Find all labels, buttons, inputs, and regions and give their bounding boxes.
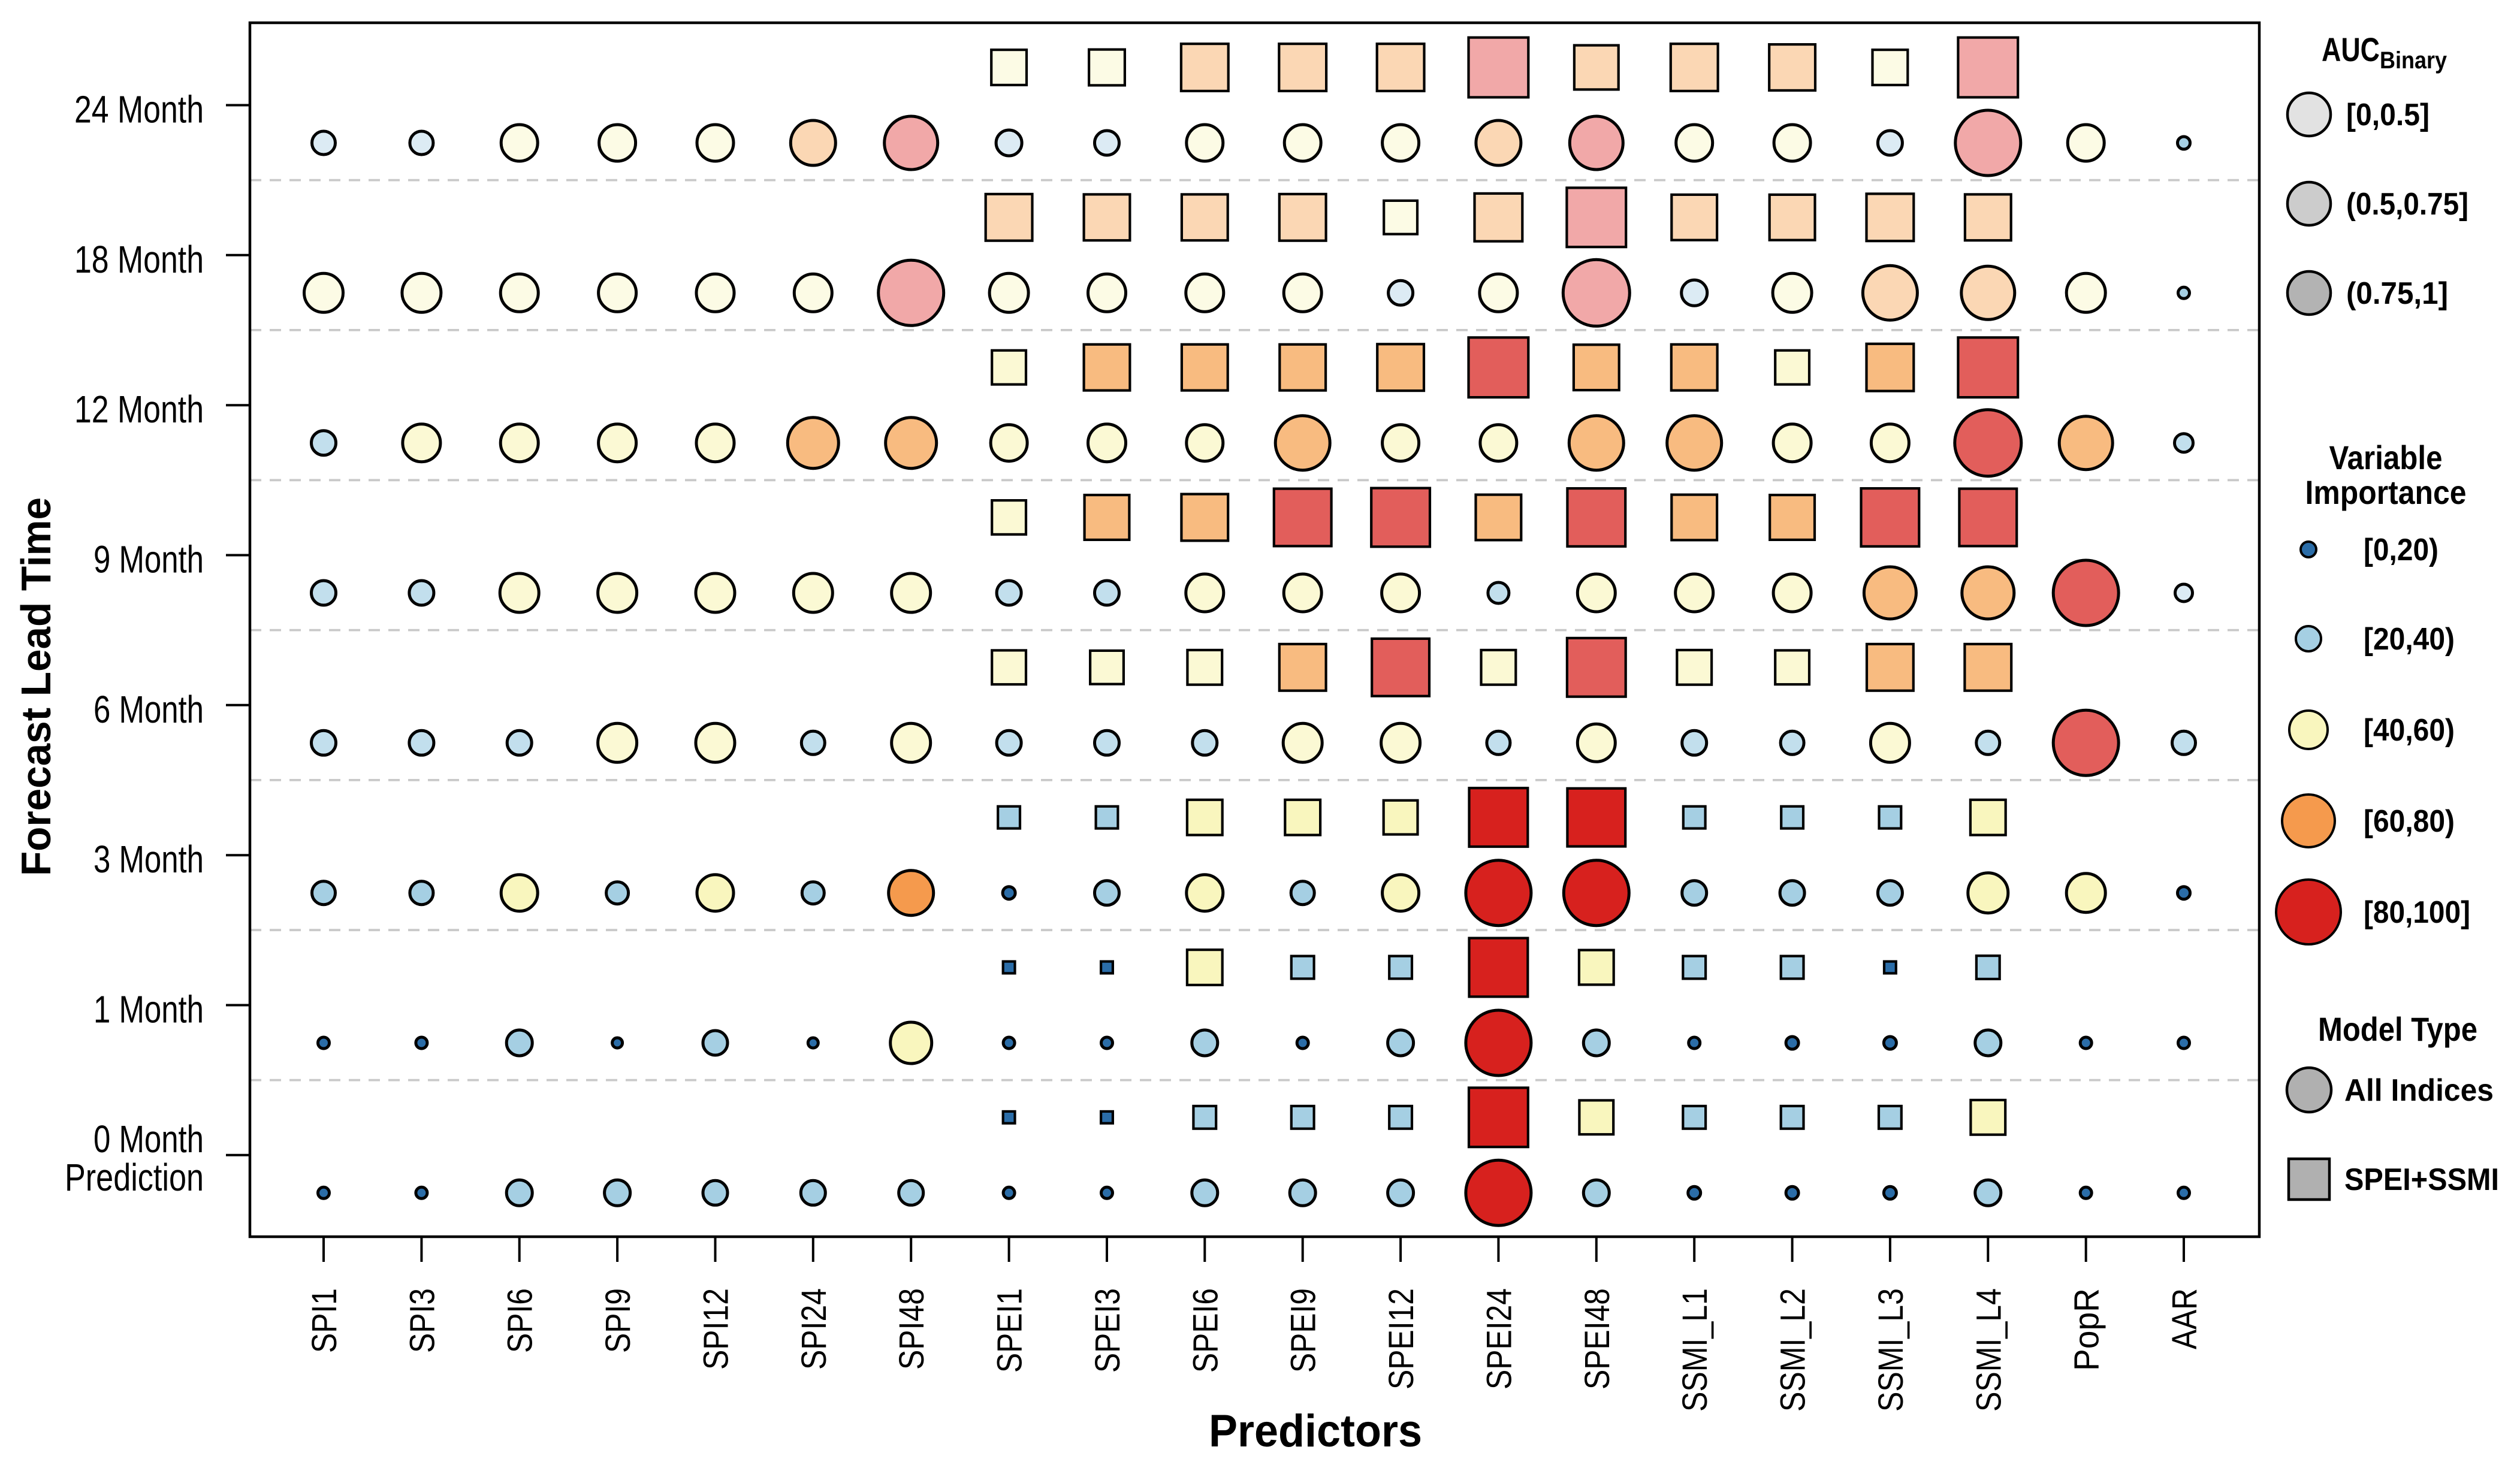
svg-text:SPEI9: SPEI9 (1284, 1288, 1323, 1373)
svg-text:6 Month: 6 Month (93, 688, 204, 731)
svg-text:24 Month: 24 Month (74, 88, 204, 131)
svg-text:SPI9: SPI9 (599, 1288, 638, 1353)
svg-text:SPI24: SPI24 (795, 1288, 834, 1370)
svg-text:SPEI1: SPEI1 (991, 1288, 1030, 1373)
svg-text:SSMI_L3: SSMI_L3 (1872, 1288, 1911, 1412)
svg-text:SSMI_L1: SSMI_L1 (1676, 1288, 1715, 1412)
svg-text:[80,100]: [80,100] (2364, 895, 2470, 930)
svg-text:(0.75,1]: (0.75,1] (2346, 276, 2448, 311)
svg-text:All Indices: All Indices (2344, 1073, 2494, 1108)
svg-text:9 Month: 9 Month (93, 538, 204, 581)
svg-text:(0.5,0.75]: (0.5,0.75] (2346, 187, 2468, 222)
svg-text:SPI3: SPI3 (403, 1288, 442, 1353)
svg-text:Variable: Variable (2329, 439, 2443, 476)
svg-text:[20,40): [20,40) (2364, 622, 2455, 657)
svg-text:SPEI24: SPEI24 (1480, 1288, 1519, 1390)
svg-text:Prediction: Prediction (65, 1156, 204, 1199)
svg-text:AAR: AAR (2165, 1288, 2204, 1349)
svg-text:SPI6: SPI6 (501, 1288, 540, 1353)
svg-text:Forecast Lead Time: Forecast Lead Time (13, 497, 59, 876)
svg-text:[40,60): [40,60) (2364, 713, 2455, 748)
svg-text:SSMI_L4: SSMI_L4 (1969, 1288, 2008, 1412)
svg-text:SPEI3: SPEI3 (1088, 1288, 1127, 1373)
svg-text:SPEI48: SPEI48 (1578, 1288, 1617, 1390)
svg-text:[0,20): [0,20) (2364, 533, 2438, 567)
svg-text:18 Month: 18 Month (74, 238, 204, 281)
svg-text:SPEI12: SPEI12 (1382, 1288, 1421, 1390)
svg-text:SPI48: SPI48 (892, 1288, 931, 1370)
svg-text:SPEI6: SPEI6 (1186, 1288, 1225, 1373)
svg-text:AUCBinary: AUCBinary (2322, 31, 2447, 74)
svg-text:SPI12: SPI12 (697, 1288, 736, 1370)
svg-text:[0,0.5]: [0,0.5] (2346, 98, 2430, 132)
svg-text:SPEI+SSMI: SPEI+SSMI (2344, 1162, 2499, 1197)
svg-text:[60,80): [60,80) (2364, 804, 2455, 839)
svg-text:SSMI_L2: SSMI_L2 (1774, 1288, 1813, 1412)
svg-text:12 Month: 12 Month (74, 388, 204, 431)
svg-text:0 Month: 0 Month (93, 1117, 204, 1161)
svg-text:PopR: PopR (2068, 1288, 2106, 1371)
svg-text:Predictors: Predictors (1209, 1406, 1422, 1457)
svg-text:1 Month: 1 Month (93, 988, 204, 1031)
svg-text:Importance: Importance (2305, 473, 2467, 511)
svg-text:SPI1: SPI1 (305, 1288, 344, 1353)
svg-text:Model Type: Model Type (2318, 1010, 2477, 1048)
svg-text:3 Month: 3 Month (93, 838, 204, 881)
